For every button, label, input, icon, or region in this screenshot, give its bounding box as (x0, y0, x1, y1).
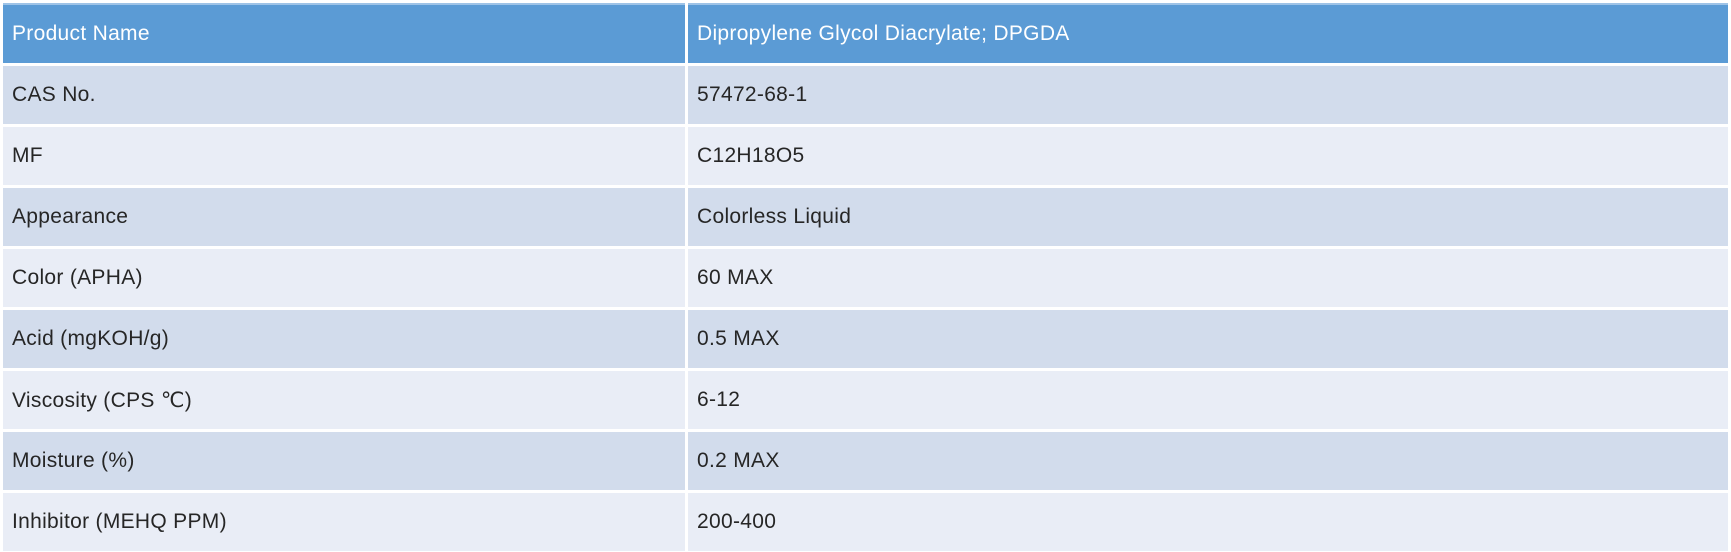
row-label-cell: CAS No. (3, 66, 685, 124)
table-row-appearance: Appearance Colorless Liquid (3, 188, 1728, 246)
table-row-acid: Acid (mgKOH/g) 0.5 MAX (3, 310, 1728, 368)
table-row-cas: CAS No. 57472-68-1 (3, 66, 1728, 124)
table-row-inhibitor: Inhibitor (MEHQ PPM) 200-400 (3, 493, 1728, 551)
row-value-cell: 6-12 (688, 371, 1728, 429)
row-value-cell: 0.2 MAX (688, 432, 1728, 490)
table-row-viscosity: Viscosity (CPS ℃) 6-12 (3, 371, 1728, 429)
row-label-cell: Inhibitor (MEHQ PPM) (3, 493, 685, 551)
header-key-cell: Product Name (3, 3, 685, 63)
table-row-mf: MF C12H18O5 (3, 127, 1728, 185)
row-value-cell: 0.5 MAX (688, 310, 1728, 368)
row-label-cell: Viscosity (CPS ℃) (3, 371, 685, 429)
row-label-cell: Moisture (%) (3, 432, 685, 490)
table-row-moisture: Moisture (%) 0.2 MAX (3, 432, 1728, 490)
row-value-cell: Colorless Liquid (688, 188, 1728, 246)
row-value-cell: C12H18O5 (688, 127, 1728, 185)
row-value-cell: 57472-68-1 (688, 66, 1728, 124)
row-value-cell: 200-400 (688, 493, 1728, 551)
row-label-cell: MF (3, 127, 685, 185)
row-label-cell: Color (APHA) (3, 249, 685, 307)
table-row-color: Color (APHA) 60 MAX (3, 249, 1728, 307)
row-value-cell: 60 MAX (688, 249, 1728, 307)
row-label-cell: Acid (mgKOH/g) (3, 310, 685, 368)
row-label-cell: Appearance (3, 188, 685, 246)
header-value-cell: Dipropylene Glycol Diacrylate; DPGDA (688, 3, 1728, 63)
table-header-row: Product Name Dipropylene Glycol Diacryla… (3, 3, 1728, 63)
